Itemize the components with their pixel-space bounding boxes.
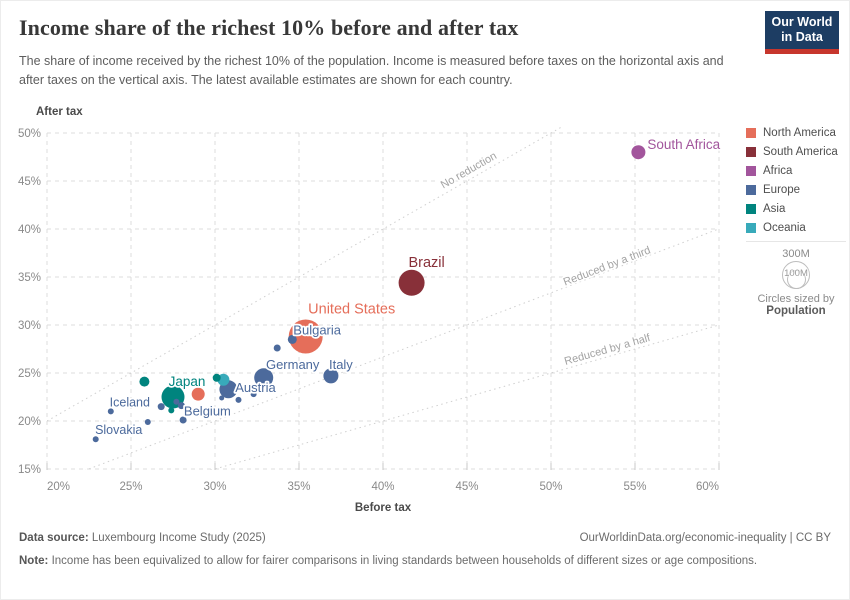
- country-label-south-africa[interactable]: South Africa: [646, 135, 723, 154]
- legend-label: Oceania: [763, 222, 806, 234]
- country-label-iceland[interactable]: Iceland: [108, 394, 152, 412]
- y-tick-label-15: 15%: [18, 464, 41, 476]
- country-label-bulgaria[interactable]: Bulgaria: [292, 321, 344, 340]
- data-point-unlabeled-15[interactable]: [179, 416, 187, 424]
- data-point-italy[interactable]: [323, 368, 339, 384]
- y-axis-title: After tax: [36, 106, 83, 118]
- data-source-label: Data source:: [19, 532, 89, 544]
- data-point-brazil[interactable]: [398, 269, 425, 296]
- country-label-italy[interactable]: Italy: [327, 355, 355, 374]
- size-legend-circles: 100M: [782, 261, 810, 289]
- data-source: Data source: Luxembourg Income Study (20…: [19, 532, 266, 544]
- size-legend-outer-label: 300M: [782, 248, 810, 260]
- chart-note-label: Note:: [19, 555, 49, 567]
- legend-item-south-america[interactable]: South America: [746, 146, 846, 158]
- ref-line-label-reduced-by-a-half: Reduced by a half: [563, 332, 652, 368]
- data-point-unlabeled-20[interactable]: [173, 398, 180, 405]
- legend-swatch-icon: [746, 166, 756, 176]
- legend-label: North America: [763, 127, 836, 139]
- data-point-unlabeled-9[interactable]: [139, 376, 150, 387]
- legend-label: South America: [763, 146, 838, 158]
- legend-swatch-icon: [746, 204, 756, 214]
- data-point-bulgaria[interactable]: [287, 334, 297, 344]
- country-label-brazil[interactable]: Brazil: [407, 253, 447, 273]
- data-point-unlabeled-22[interactable]: [144, 419, 151, 425]
- y-tick-label-25: 25%: [18, 368, 41, 380]
- country-label-united-states[interactable]: United States: [306, 300, 397, 320]
- owid-logo-line2: in Data: [781, 30, 823, 44]
- x-tick-label-55: 55%: [623, 481, 646, 493]
- legend-item-oceania[interactable]: Oceania: [746, 222, 846, 234]
- x-tick-label-35: 35%: [287, 481, 310, 493]
- data-point-unlabeled-19[interactable]: [250, 391, 257, 398]
- data-point-south-africa[interactable]: [631, 145, 646, 160]
- country-label-belgium[interactable]: Belgium: [182, 402, 232, 421]
- continent-legend: North America South America Africa Europe As…: [746, 127, 846, 241]
- legend-swatch-icon: [746, 223, 756, 233]
- legend-swatch-icon: [746, 128, 756, 138]
- chart-note: Note: Income has been equivalized to all…: [19, 553, 831, 569]
- y-tick-label-45: 45%: [18, 176, 41, 188]
- data-point-unlabeled-11[interactable]: [212, 373, 221, 382]
- legend-item-north-america[interactable]: North America: [746, 127, 846, 139]
- x-tick-label-50: 50%: [539, 481, 562, 493]
- x-tick-label-20: 20%: [47, 481, 70, 493]
- x-axis-title: Before tax: [355, 502, 412, 514]
- data-source-text: Luxembourg Income Study (2025): [88, 532, 266, 544]
- data-point-unlabeled-7[interactable]: [191, 387, 205, 401]
- data-point-iceland[interactable]: [107, 408, 114, 415]
- owid-logo-line1: Our World: [771, 15, 833, 29]
- data-point-slovakia[interactable]: [92, 436, 99, 443]
- x-tick-label-45: 45%: [455, 481, 478, 493]
- country-label-austria[interactable]: Austria: [234, 378, 279, 397]
- x-tick-label-40: 40%: [371, 481, 394, 493]
- owid-logo[interactable]: Our World in Data: [765, 11, 839, 54]
- data-point-austria[interactable]: [235, 396, 242, 403]
- ref-line-label-no-reduction: No reduction: [439, 150, 499, 191]
- data-point-united-states[interactable]: [288, 319, 323, 354]
- legend-label: Asia: [763, 203, 786, 215]
- x-tick-label-30: 30%: [203, 481, 226, 493]
- data-point-belgium[interactable]: [177, 402, 185, 410]
- data-point-unlabeled-21[interactable]: [168, 407, 175, 414]
- data-point-unlabeled-23[interactable]: [219, 395, 225, 401]
- size-legend-inner-circle: [786, 270, 806, 289]
- license-link[interactable]: OurWorldinData.org/economic-inequality |…: [579, 532, 831, 544]
- x-tick-label-60: 60%: [696, 481, 719, 493]
- y-tick-label-35: 35%: [18, 272, 41, 284]
- chart-note-text: Income has been equivalized to allow for…: [48, 555, 758, 567]
- chart-subtitle: The share of income received by the rich…: [19, 54, 724, 87]
- country-label-germany[interactable]: Germany: [264, 355, 321, 374]
- reference-line-labels: No reduction Reduced by a third Reduced by…: [437, 149, 654, 370]
- y-tick-label-50: 50%: [18, 128, 41, 140]
- legend-label: Africa: [763, 165, 793, 177]
- y-tick-label-30: 30%: [18, 320, 41, 332]
- size-legend: 300M 100M Circles sized by Population: [746, 241, 846, 317]
- y-tick-label-20: 20%: [18, 416, 41, 428]
- data-point-unlabeled-13[interactable]: [273, 344, 281, 352]
- legend-item-asia[interactable]: Asia: [746, 203, 846, 215]
- legend-swatch-icon: [746, 147, 756, 157]
- data-point-unlabeled-14[interactable]: [157, 403, 165, 411]
- y-tick-label-40: 40%: [18, 224, 41, 236]
- country-label-japan[interactable]: Japan: [167, 372, 207, 391]
- size-legend-caption: Circles sized by: [757, 293, 835, 305]
- data-points: [92, 145, 646, 443]
- legend-label: Europe: [763, 184, 801, 196]
- legend-swatch-icon: [746, 185, 756, 195]
- country-label-slovakia[interactable]: Slovakia: [93, 421, 144, 439]
- ref-line-label-reduced-by-a-third: Reduced by a third: [562, 244, 653, 288]
- size-legend-inner-label: 100M: [784, 268, 808, 279]
- data-point-germany[interactable]: [254, 368, 274, 388]
- legend-item-africa[interactable]: Africa: [746, 165, 846, 177]
- size-legend-caption-bold: Population: [766, 305, 826, 317]
- x-tick-label-25: 25%: [119, 481, 142, 493]
- page-title: Income share of the richest 10% before a…: [19, 15, 519, 40]
- legend-item-europe[interactable]: Europe: [746, 184, 846, 196]
- grid: [46, 132, 720, 470]
- axis-ticks: 20% 25% 30% 35% 40% 45% 50% 55% 60% 15% 20% 25% 30% 3…: [18, 128, 720, 493]
